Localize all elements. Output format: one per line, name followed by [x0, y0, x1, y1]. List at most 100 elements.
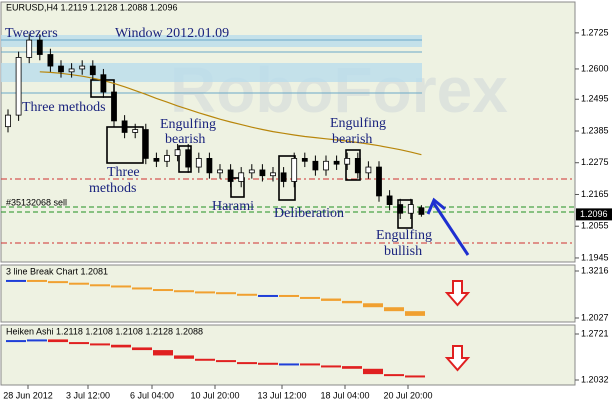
candle-body	[354, 158, 361, 174]
line-break-brick	[279, 294, 299, 297]
x-tick-label: 28 Jun 2012	[3, 390, 53, 400]
candle-body	[376, 166, 382, 197]
heiken-ashi-bar	[90, 343, 110, 346]
line-break-brick	[69, 282, 89, 285]
candle-body	[185, 149, 192, 168]
panel-line-break	[0, 264, 576, 323]
y-tick-label: 1.2032	[581, 374, 609, 384]
arrow-head	[426, 197, 446, 215]
order-label: #35132068 sell	[6, 197, 67, 207]
line-break-brick	[90, 284, 110, 287]
annotation: Window 2012.01.09	[115, 26, 229, 41]
zone	[1, 35, 422, 47]
y-tick-label: 1.2385	[581, 125, 609, 135]
heiken-ashi-bar	[258, 362, 278, 365]
x-tick-label: 10 Jul 20:00	[190, 390, 239, 400]
line-break-brick	[363, 303, 383, 308]
candle-body	[79, 65, 86, 70]
heiken-ashi-bar	[279, 363, 299, 366]
candle-body	[248, 169, 255, 174]
y-tick-label: 1.2721	[581, 328, 609, 338]
candle-body	[5, 114, 11, 128]
candle-body	[164, 155, 170, 162]
y-tick-label: 1.2055	[581, 221, 609, 231]
candle-body	[132, 129, 139, 133]
heiken-ashi-bar	[384, 374, 404, 377]
heiken-ashi-bar	[48, 339, 68, 343]
forecast-arrow	[426, 197, 470, 256]
y-tick-label: 1.1945	[581, 252, 609, 262]
heiken-ashi-bar	[216, 360, 236, 363]
line-break-brick	[153, 289, 173, 292]
x-tick-label: 13 Jul 12:00	[257, 390, 306, 400]
candle-body	[153, 158, 160, 162]
candle-body	[312, 160, 319, 171]
panel-title: 3 line Break Chart 1.2081	[6, 266, 108, 276]
y-tick-label: 1.2725	[581, 27, 609, 37]
candle-body	[195, 158, 202, 168]
candle-body	[36, 39, 43, 55]
heiken-ashi-bar	[342, 366, 362, 369]
zone	[1, 63, 422, 82]
pattern-box	[230, 177, 245, 198]
y-tick-label: 1.2600	[581, 63, 609, 73]
arrow-line	[431, 201, 470, 256]
line-break-brick	[342, 300, 362, 304]
x-tick-label: 3 Jul 12:00	[66, 390, 110, 400]
heiken-ashi-bar	[27, 339, 47, 342]
candle-body	[301, 158, 308, 162]
candle-body	[89, 65, 96, 76]
candle-body	[206, 158, 213, 174]
candle-body	[217, 169, 223, 174]
heiken-ashi-bar	[363, 368, 383, 375]
heiken-ashi-bar	[195, 358, 215, 361]
annotation: Tweezers	[5, 26, 58, 41]
line-break-brick	[300, 296, 320, 299]
annotation: bullish	[384, 244, 422, 259]
heiken-ashi-bar	[132, 347, 152, 351]
candle-body	[365, 166, 372, 174]
heiken-ashi-bar	[321, 365, 341, 368]
y-tick-label: 1.3216	[581, 265, 609, 275]
line-break-brick	[27, 279, 47, 282]
candle-body	[238, 172, 245, 182]
candle-body	[100, 74, 107, 93]
annotation: Engulfing	[330, 116, 386, 131]
annotation: Deliberation	[274, 206, 344, 221]
candle-body	[111, 91, 117, 122]
y-tick-label: 1.2495	[581, 94, 609, 104]
candle-body	[142, 129, 149, 159]
heiken-ashi-bar	[300, 363, 320, 366]
line-break-brick	[111, 285, 131, 288]
line-break-brick	[384, 307, 404, 312]
line-break-brick	[216, 292, 236, 295]
heiken-ashi-bar	[174, 355, 194, 359]
line-break-brick	[6, 279, 26, 282]
candle-body	[227, 169, 234, 182]
down-arrow	[444, 280, 471, 307]
pattern-box	[397, 199, 413, 229]
candle-body	[174, 149, 181, 156]
candle-body	[344, 158, 351, 165]
line-break-brick	[321, 298, 341, 301]
y-tick-label: 1.2275	[581, 157, 609, 167]
annotation: Engulfing	[376, 228, 432, 243]
candle-body	[397, 204, 404, 214]
line-break-brick	[258, 294, 278, 297]
candle-body	[386, 195, 393, 205]
line-break-brick	[195, 291, 215, 294]
candle-body	[291, 158, 298, 182]
annotation: bearish	[165, 132, 205, 147]
line-break-brick	[174, 290, 194, 293]
heiken-ashi-bar	[153, 350, 173, 356]
y-tick-label: 1.2027	[581, 312, 609, 322]
candle-body	[15, 57, 22, 116]
candle-body	[121, 120, 128, 133]
line-break-brick	[132, 287, 152, 290]
candle-body	[280, 172, 287, 182]
annotation: Three	[107, 165, 140, 180]
heiken-ashi-bar	[6, 340, 26, 343]
signal-arrows	[444, 280, 471, 372]
heiken-ashi-bar	[237, 362, 257, 365]
